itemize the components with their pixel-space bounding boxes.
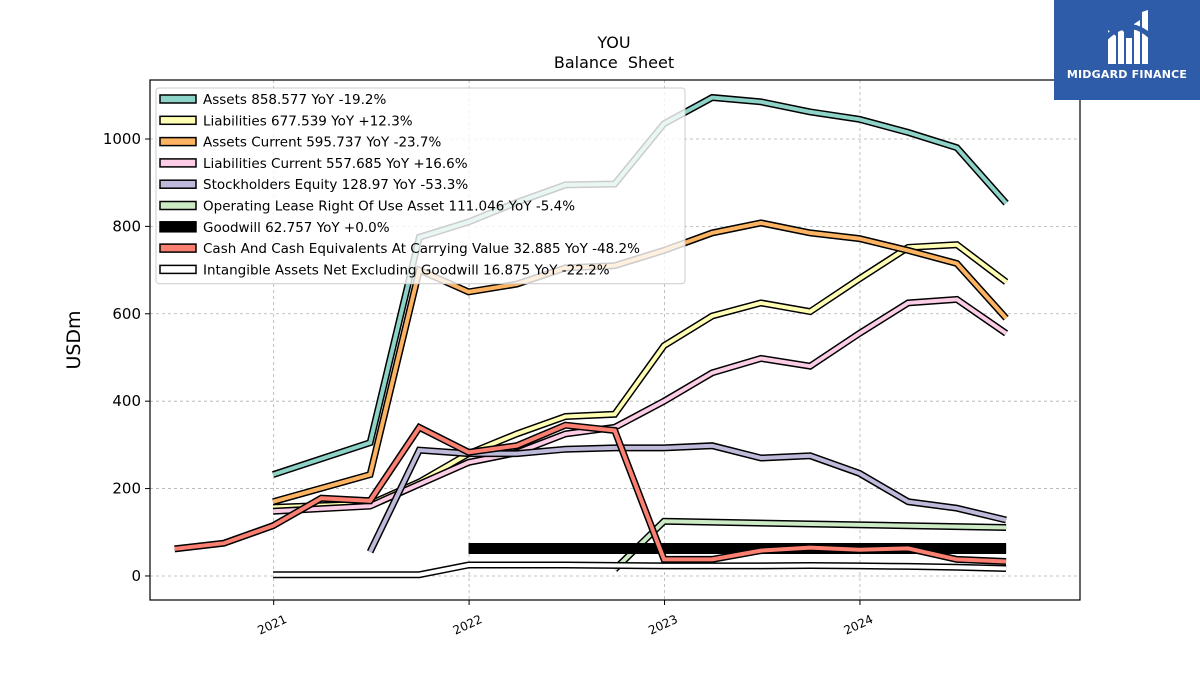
chart-title: YOU: [596, 33, 630, 52]
logo-text: MIDGARD FINANCE: [1066, 68, 1188, 81]
y-tick-label: 400: [112, 392, 141, 410]
midgard-logo-icon: [1104, 10, 1152, 64]
plot-frame: [149, 79, 1081, 601]
x-tick-label: 2022: [451, 612, 485, 638]
chart-subtitle: Balance Sheet: [554, 53, 674, 72]
y-tick-label: 800: [112, 217, 141, 235]
legend-swatch: [159, 179, 197, 189]
legend-swatch: [159, 115, 197, 126]
legend-swatch: [159, 200, 197, 211]
x-tick-label: 2023: [646, 612, 680, 638]
legend-entry: Operating Lease Right Of Use Asset 111.0…: [203, 199, 575, 215]
legend-entry: Assets Current 595.737 YoY -23.7%: [203, 135, 442, 151]
series-1: [272, 241, 1009, 511]
legend-swatch: [159, 221, 197, 233]
series-3: [272, 295, 1009, 515]
y-tick-label: 200: [112, 480, 141, 498]
legend-swatch: [159, 243, 197, 253]
y-tick-label: 1000: [103, 130, 141, 148]
y-axis-label: USDm: [63, 310, 85, 369]
x-tick-label: 2021: [255, 612, 289, 638]
legend-entry: Liabilities 677.539 YoY +12.3%: [203, 113, 413, 129]
legend-swatch: [159, 158, 197, 168]
legend-entry: Stockholders Equity 128.97 YoY -53.3%: [203, 177, 468, 193]
series-line: [273, 242, 1008, 510]
series-8: [273, 561, 1007, 579]
series-line: [272, 297, 1008, 514]
legend-box: [155, 87, 686, 285]
series-line: [174, 423, 1007, 564]
legend: Assets 858.577 YoY -19.2% Liabilities 677…: [155, 87, 686, 285]
x-tick-label: 2024: [842, 612, 876, 638]
series-line: [273, 563, 1007, 577]
legend-swatch: [159, 264, 197, 275]
legend-swatch: [159, 136, 197, 147]
legend-entry: Assets 858.577 YoY -19.2%: [203, 92, 387, 108]
midgard-finance-logo: MIDGARD FINANCE: [1054, 0, 1200, 100]
series-7: [174, 421, 1007, 565]
legend-entry: Intangible Assets Net Excluding Goodwill…: [203, 262, 610, 278]
legend-entry: Cash And Cash Equivalents At Carrying Va…: [203, 241, 640, 257]
legend-entry: Liabilities Current 557.685 YoY +16.6%: [203, 156, 468, 172]
legend-entry: Goodwill 62.757 YoY +0.0%: [203, 220, 390, 236]
y-tick-label: 600: [112, 305, 141, 323]
y-tick-label: 0: [131, 567, 141, 585]
legend-swatch: [159, 94, 197, 104]
